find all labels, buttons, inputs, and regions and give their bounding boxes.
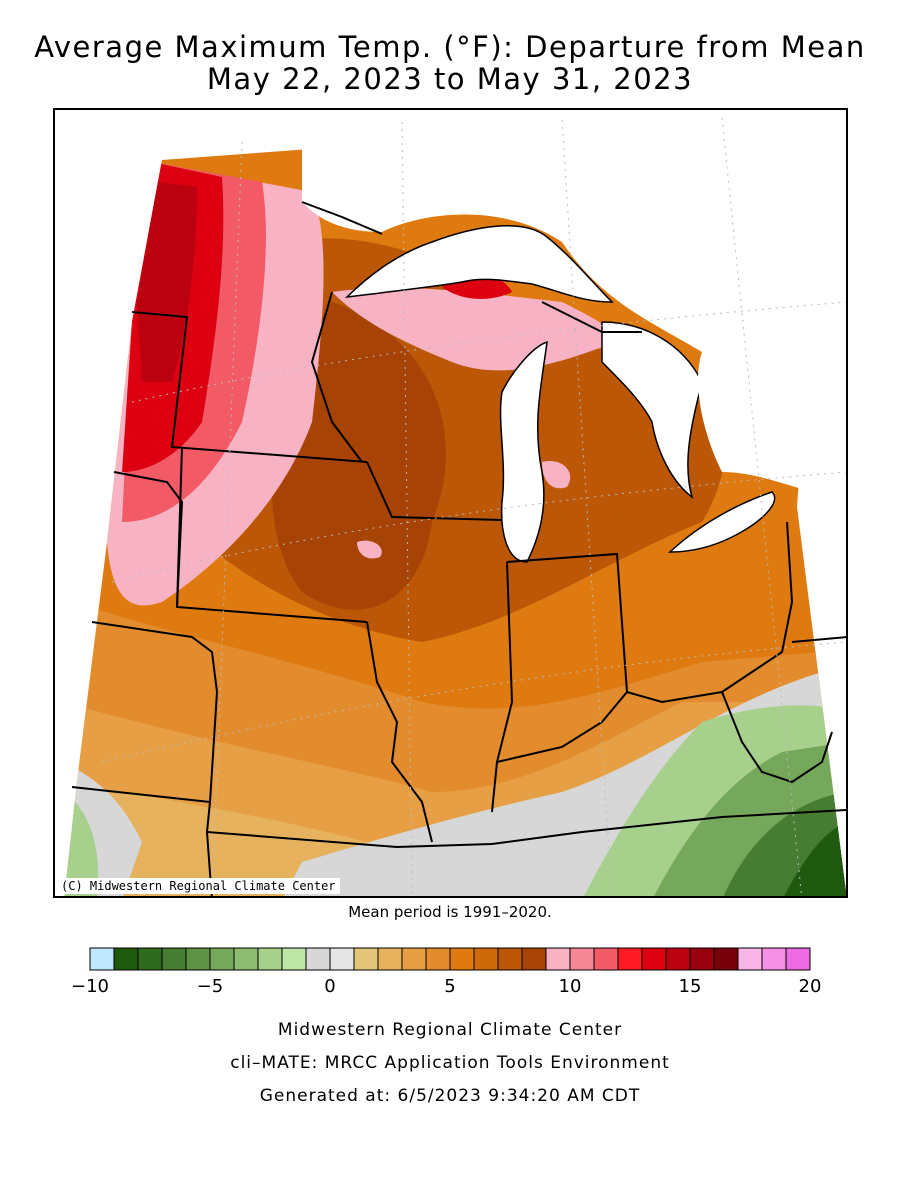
legend-swatch (425, 947, 451, 971)
legend-swatch (785, 947, 811, 971)
legend-swatch (281, 947, 307, 971)
legend-tick-label: 5 (444, 976, 455, 997)
legend-swatch (737, 947, 763, 971)
map-title: Average Maximum Temp. (°F): Departure fr… (34, 30, 866, 64)
legend-swatch (353, 947, 379, 971)
legend-swatch (617, 947, 643, 971)
legend-swatch (521, 947, 547, 971)
legend-tick-label: 10 (559, 976, 582, 997)
legend-swatch (713, 947, 739, 971)
legend-swatch (377, 947, 403, 971)
legend-swatch (689, 947, 715, 971)
lake-erie (668, 491, 776, 553)
temperature-departure-map (64, 110, 846, 896)
legend-swatch (89, 947, 115, 971)
footer-generated: Generated at: 6/5/2023 9:34:20 AM CDT (259, 1086, 641, 1106)
legend-swatch (113, 947, 139, 971)
legend-tick-label: 20 (799, 976, 822, 997)
graticule (101, 117, 846, 896)
legend-swatch (665, 947, 691, 971)
legend-swatch (473, 947, 499, 971)
legend-swatch (641, 947, 667, 971)
legend-swatch (449, 947, 475, 971)
unshaded-canada (302, 110, 846, 502)
legend-swatch (233, 947, 259, 971)
legend-swatch (761, 947, 787, 971)
lake-superior (344, 225, 614, 303)
legend-swatch (401, 947, 427, 971)
legend-tick-label: −10 (71, 976, 109, 997)
color-scale-legend: −10 −5 0 5 10 15 20 (71, 947, 822, 997)
legend-swatch (185, 947, 211, 971)
legend-tick-label: 0 (324, 976, 335, 997)
state-borders (71, 201, 846, 896)
mean-period-note: Mean period is 1991–2020. (348, 903, 552, 921)
legend-swatch (209, 947, 235, 971)
legend-swatch (305, 947, 331, 971)
footer-org: Midwestern Regional Climate Center (277, 1020, 623, 1040)
legend-swatch (137, 947, 163, 971)
legend-swatch (593, 947, 619, 971)
legend-swatch (161, 947, 187, 971)
lake-huron (601, 321, 703, 499)
legend-swatch (545, 947, 571, 971)
map-panel: (C) Midwestern Regional Climate Center (53, 108, 848, 898)
legend-swatch (257, 947, 283, 971)
legend-swatch (329, 947, 355, 971)
legend-tick-label: −5 (197, 976, 224, 997)
legend-swatch (497, 947, 523, 971)
legend-swatch (569, 947, 595, 971)
map-credit: (C) Midwestern Regional Climate Center (57, 878, 340, 894)
footer-tool: cli–MATE: MRCC Application Tools Environ… (230, 1053, 670, 1073)
map-date-range: May 22, 2023 to May 31, 2023 (206, 62, 694, 96)
legend-tick-label: 15 (679, 976, 702, 997)
